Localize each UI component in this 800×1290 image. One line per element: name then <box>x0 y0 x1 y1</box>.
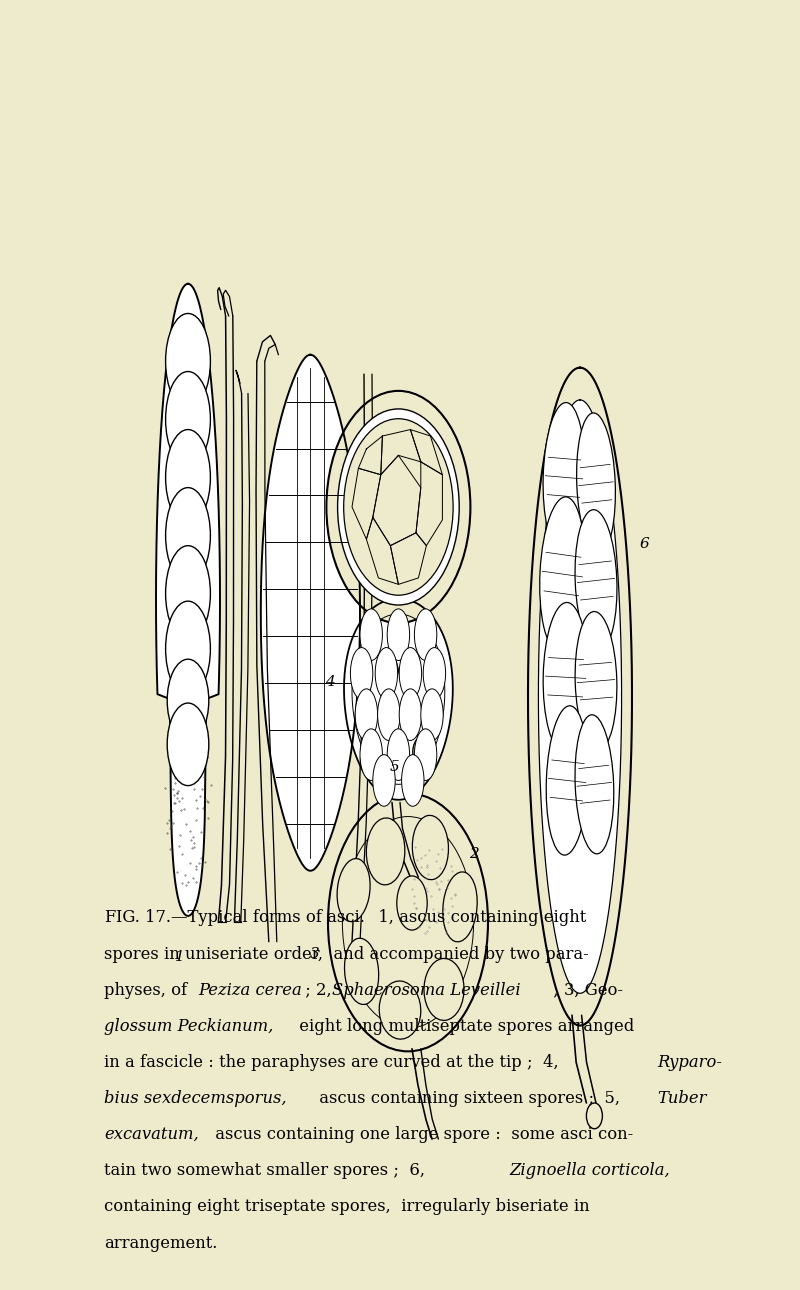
Text: Tuber: Tuber <box>658 1090 707 1107</box>
Text: containing eight triseptate spores,  irregularly biseriate in: containing eight triseptate spores, irre… <box>104 1198 590 1215</box>
Circle shape <box>326 391 470 623</box>
Ellipse shape <box>167 703 209 786</box>
Text: F: F <box>104 909 115 926</box>
Text: eight long multiseptate spores arranged: eight long multiseptate spores arranged <box>294 1018 634 1035</box>
Circle shape <box>413 737 432 768</box>
Ellipse shape <box>379 980 421 1040</box>
Polygon shape <box>261 355 360 871</box>
Ellipse shape <box>375 648 398 699</box>
Ellipse shape <box>424 958 464 1020</box>
Text: ascus containing one large spore :  some asci con-: ascus containing one large spore : some … <box>210 1126 634 1143</box>
Text: 3: 3 <box>310 947 319 961</box>
Polygon shape <box>156 284 220 916</box>
Text: IG. 17.—Typical forms of asci.  1, ascus containing eight: IG. 17.—Typical forms of asci. 1, ascus … <box>116 909 586 926</box>
Ellipse shape <box>402 755 424 806</box>
Ellipse shape <box>387 729 410 780</box>
Ellipse shape <box>166 601 210 697</box>
Text: 4: 4 <box>326 675 335 689</box>
Ellipse shape <box>166 430 210 525</box>
Ellipse shape <box>543 602 588 752</box>
Text: ascus containing sixteen spores ;  5,: ascus containing sixteen spores ; 5, <box>314 1090 625 1107</box>
Ellipse shape <box>337 859 370 921</box>
Ellipse shape <box>414 609 437 660</box>
Ellipse shape <box>443 872 477 942</box>
Ellipse shape <box>412 815 449 880</box>
Ellipse shape <box>540 497 585 651</box>
Text: ; 3, Geo-: ; 3, Geo- <box>548 982 623 998</box>
Ellipse shape <box>543 402 585 552</box>
Polygon shape <box>344 599 453 800</box>
Ellipse shape <box>399 648 422 699</box>
Text: Peziza cerea: Peziza cerea <box>198 982 302 998</box>
Ellipse shape <box>546 706 588 855</box>
Ellipse shape <box>378 689 400 740</box>
Ellipse shape <box>166 488 210 583</box>
Ellipse shape <box>360 609 382 660</box>
Ellipse shape <box>577 413 615 555</box>
Ellipse shape <box>421 689 443 740</box>
Ellipse shape <box>423 648 446 699</box>
Ellipse shape <box>344 419 453 595</box>
Text: 1: 1 <box>175 949 185 964</box>
Text: glossum Peckianum,: glossum Peckianum, <box>104 1018 274 1035</box>
Text: excavatum,: excavatum, <box>104 1126 198 1143</box>
Ellipse shape <box>397 876 427 930</box>
Circle shape <box>586 1103 602 1129</box>
Text: physes, of: physes, of <box>104 982 192 998</box>
Ellipse shape <box>399 689 422 740</box>
Ellipse shape <box>414 729 437 780</box>
Ellipse shape <box>166 313 210 409</box>
Text: Ryparo-: Ryparo- <box>658 1054 722 1071</box>
Ellipse shape <box>366 818 405 885</box>
Text: 2: 2 <box>469 846 478 860</box>
Text: spores in uniseriate order,  and accompanied by two para-: spores in uniseriate order, and accompan… <box>104 946 589 962</box>
Text: ; 2,: ; 2, <box>300 982 337 998</box>
Ellipse shape <box>166 546 210 641</box>
Text: 6: 6 <box>639 537 649 551</box>
Ellipse shape <box>345 938 378 1005</box>
Ellipse shape <box>350 648 373 699</box>
Ellipse shape <box>355 689 378 740</box>
Ellipse shape <box>167 659 209 742</box>
Polygon shape <box>528 368 632 1026</box>
Text: arrangement.: arrangement. <box>104 1235 218 1251</box>
Ellipse shape <box>387 609 410 660</box>
Circle shape <box>328 793 488 1051</box>
Ellipse shape <box>575 715 614 854</box>
Text: Zignoella corticola,: Zignoella corticola, <box>510 1162 670 1179</box>
Ellipse shape <box>575 510 617 651</box>
Ellipse shape <box>373 755 395 806</box>
Circle shape <box>338 409 459 605</box>
Text: in a fascicle : the paraphyses are curved at the tip ;  4,: in a fascicle : the paraphyses are curve… <box>104 1054 564 1071</box>
Text: 5: 5 <box>390 760 399 774</box>
Polygon shape <box>538 400 622 993</box>
Text: bius sexdecemsporus,: bius sexdecemsporus, <box>104 1090 286 1107</box>
Text: tain two somewhat smaller spores ;  6,: tain two somewhat smaller spores ; 6, <box>104 1162 430 1179</box>
Text: Sphaerosoma Leveillei: Sphaerosoma Leveillei <box>332 982 521 998</box>
Ellipse shape <box>360 729 382 780</box>
Ellipse shape <box>575 611 617 751</box>
Ellipse shape <box>166 372 210 467</box>
